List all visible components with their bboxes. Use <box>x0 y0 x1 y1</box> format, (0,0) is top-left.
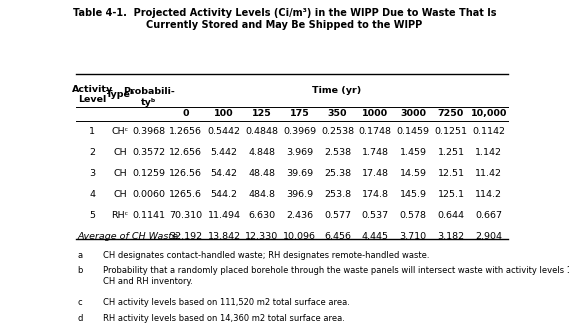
Text: 10.096: 10.096 <box>283 232 316 241</box>
Text: 126.56: 126.56 <box>169 168 202 178</box>
Text: 14.59: 14.59 <box>399 168 427 178</box>
Text: 145.9: 145.9 <box>399 190 427 199</box>
Text: 12.330: 12.330 <box>245 232 278 241</box>
Text: 0.4848: 0.4848 <box>245 127 278 136</box>
Text: Table 4-1.  Projected Activity Levels (Ci/m³) in the WIPP Due to Waste That Is
C: Table 4-1. Projected Activity Levels (Ci… <box>73 8 496 30</box>
Text: 17.48: 17.48 <box>362 168 389 178</box>
Text: 253.8: 253.8 <box>324 190 351 199</box>
Text: 70.310: 70.310 <box>169 211 202 220</box>
Text: CH designates contact-handled waste; RH designates remote-handled waste.: CH designates contact-handled waste; RH … <box>103 251 430 260</box>
Text: 4: 4 <box>89 190 96 199</box>
Text: 1.2656: 1.2656 <box>169 127 202 136</box>
Text: 0.1251: 0.1251 <box>435 127 468 136</box>
Text: 11.42: 11.42 <box>475 168 502 178</box>
Text: 0.537: 0.537 <box>362 211 389 220</box>
Text: Typeᵃ: Typeᵃ <box>105 90 135 99</box>
Text: 2.436: 2.436 <box>286 211 313 220</box>
Text: 5.442: 5.442 <box>211 148 237 157</box>
Text: 396.9: 396.9 <box>286 190 313 199</box>
Text: 3.182: 3.182 <box>438 232 464 241</box>
Text: 39.69: 39.69 <box>286 168 313 178</box>
Text: Probabili-
tyᵇ: Probabili- tyᵇ <box>123 88 175 107</box>
Text: Activity
Level: Activity Level <box>72 85 113 104</box>
Text: 2: 2 <box>89 148 96 157</box>
Text: 10,000: 10,000 <box>471 109 507 118</box>
Text: 6.630: 6.630 <box>248 211 275 220</box>
Text: 3.969: 3.969 <box>286 148 313 157</box>
Text: 175: 175 <box>290 109 310 118</box>
Text: 350: 350 <box>328 109 347 118</box>
Text: 0.577: 0.577 <box>324 211 351 220</box>
Text: CH: CH <box>113 148 127 157</box>
Text: 0.1748: 0.1748 <box>359 127 392 136</box>
Text: CH: CH <box>113 190 127 199</box>
Text: 0.1259: 0.1259 <box>132 168 165 178</box>
Text: a: a <box>78 251 83 260</box>
Text: 114.2: 114.2 <box>475 190 502 199</box>
Text: 0.0060: 0.0060 <box>132 190 165 199</box>
Text: CH activity levels based on 111,520 m2 total surface area.: CH activity levels based on 111,520 m2 t… <box>103 298 350 307</box>
Text: 174.8: 174.8 <box>362 190 389 199</box>
Text: 125.1: 125.1 <box>438 190 464 199</box>
Text: 0.3968: 0.3968 <box>132 127 165 136</box>
Text: RH activity levels based on 14,360 m2 total surface area.: RH activity levels based on 14,360 m2 to… <box>103 314 345 322</box>
Text: 1: 1 <box>89 127 96 136</box>
Text: 1.251: 1.251 <box>438 148 464 157</box>
Text: 0: 0 <box>183 109 189 118</box>
Text: 125: 125 <box>252 109 271 118</box>
Text: 0.1459: 0.1459 <box>397 127 430 136</box>
Text: 0.644: 0.644 <box>438 211 464 220</box>
Text: 3: 3 <box>89 168 96 178</box>
Text: 3000: 3000 <box>400 109 426 118</box>
Text: 1.142: 1.142 <box>475 148 502 157</box>
Text: RHᶜ: RHᶜ <box>112 211 129 220</box>
Text: 1265.6: 1265.6 <box>169 190 202 199</box>
Text: 0.667: 0.667 <box>475 211 502 220</box>
Text: CHᶜ: CHᶜ <box>112 127 129 136</box>
Text: 1.459: 1.459 <box>399 148 427 157</box>
Text: Probability that a randomly placed borehole through the waste panels will inters: Probability that a randomly placed boreh… <box>103 266 569 286</box>
Text: 544.2: 544.2 <box>211 190 237 199</box>
Text: 2.904: 2.904 <box>475 232 502 241</box>
Text: 32.192: 32.192 <box>169 232 202 241</box>
Text: 48.48: 48.48 <box>248 168 275 178</box>
Text: 12.656: 12.656 <box>169 148 202 157</box>
Text: 2.538: 2.538 <box>324 148 351 157</box>
Text: 5: 5 <box>89 211 96 220</box>
Text: 0.2538: 0.2538 <box>321 127 354 136</box>
Text: 7250: 7250 <box>438 109 464 118</box>
Text: 0.1142: 0.1142 <box>472 127 505 136</box>
Text: 1000: 1000 <box>362 109 389 118</box>
Text: 4.848: 4.848 <box>248 148 275 157</box>
Text: 0.1141: 0.1141 <box>132 211 165 220</box>
Text: 4.445: 4.445 <box>362 232 389 241</box>
Text: 100: 100 <box>214 109 234 118</box>
Text: c: c <box>78 298 83 307</box>
Text: Average of CH Waste:: Average of CH Waste: <box>78 232 182 241</box>
Text: 11.494: 11.494 <box>208 211 241 220</box>
Text: 6.456: 6.456 <box>324 232 351 241</box>
Text: b: b <box>78 266 83 275</box>
Text: 25.38: 25.38 <box>324 168 351 178</box>
Text: 0.578: 0.578 <box>399 211 427 220</box>
Text: 0.3572: 0.3572 <box>132 148 165 157</box>
Text: 484.8: 484.8 <box>248 190 275 199</box>
Text: Time (yr): Time (yr) <box>312 86 361 95</box>
Text: 12.51: 12.51 <box>438 168 464 178</box>
Text: 13.842: 13.842 <box>208 232 241 241</box>
Text: d: d <box>78 314 83 322</box>
Text: CH: CH <box>113 168 127 178</box>
Text: 3.710: 3.710 <box>399 232 427 241</box>
Text: 0.5442: 0.5442 <box>208 127 241 136</box>
Text: 54.42: 54.42 <box>211 168 237 178</box>
Text: 1.748: 1.748 <box>362 148 389 157</box>
Text: 0.3969: 0.3969 <box>283 127 316 136</box>
